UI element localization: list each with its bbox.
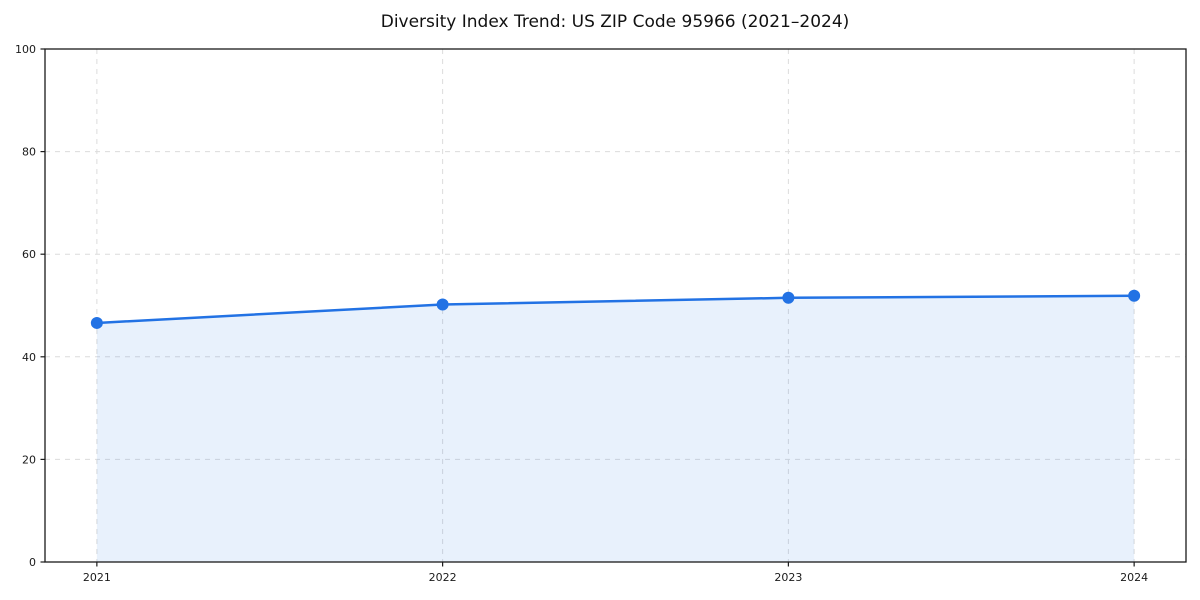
x-tick-label: 2022 [429, 571, 457, 584]
plot-border [44, 48, 1187, 563]
y-tick-label: 40 [22, 351, 36, 364]
area-fill [96, 295, 1135, 562]
data-point-2024 [1128, 289, 1141, 302]
data-point-2021 [90, 316, 103, 329]
y-tick-label: 100 [15, 43, 36, 56]
data-point-2022 [436, 298, 449, 311]
plot-area [45, 49, 1186, 562]
y-tick-label: 80 [22, 146, 36, 159]
x-tick-label: 2021 [83, 571, 111, 584]
y-tick-label: 0 [29, 556, 36, 569]
y-tick-label: 60 [22, 248, 36, 261]
data-point-2023 [782, 291, 795, 304]
trend-line [95, 294, 1136, 325]
y-tick-label: 20 [22, 453, 36, 466]
x-tick-label: 2024 [1120, 571, 1148, 584]
chart-title: Diversity Index Trend: US ZIP Code 95966… [380, 12, 850, 32]
x-tick-label: 2023 [774, 571, 802, 584]
